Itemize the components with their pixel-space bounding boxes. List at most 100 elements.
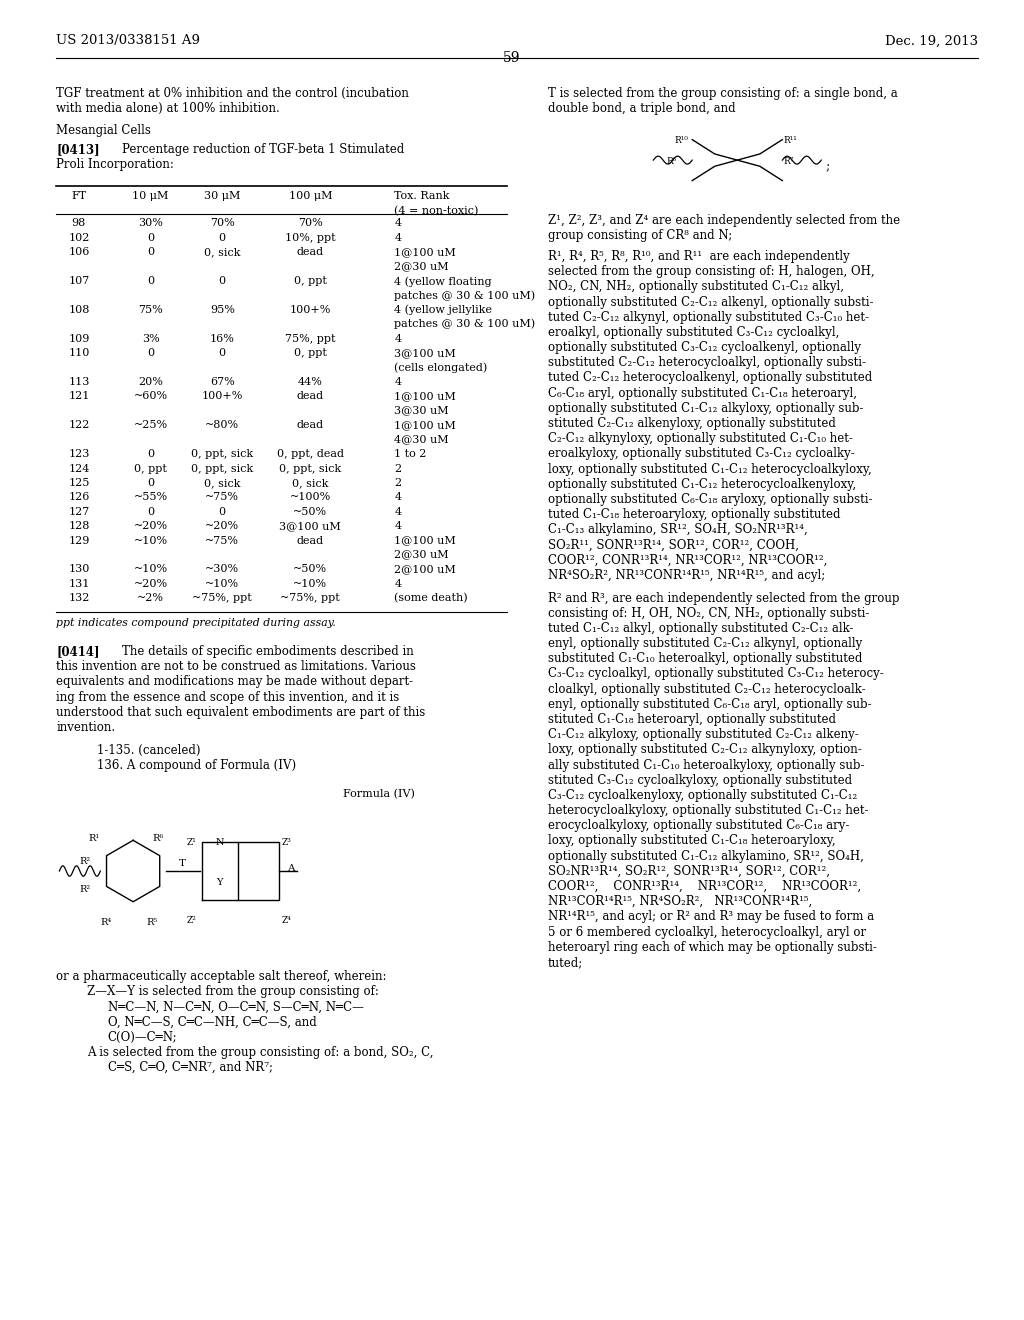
- Text: understood that such equivalent embodiments are part of this: understood that such equivalent embodime…: [56, 706, 426, 719]
- Text: 100 μM: 100 μM: [289, 191, 332, 201]
- Text: 1@100 uM: 1@100 uM: [394, 420, 456, 430]
- Text: (some death): (some death): [394, 593, 468, 603]
- Text: 122: 122: [69, 420, 89, 430]
- Text: 4: 4: [394, 334, 401, 343]
- Text: 1-135. (canceled): 1-135. (canceled): [97, 743, 201, 756]
- Text: stituted C₃-C₁₂ cycloalkyloxy, optionally substituted: stituted C₃-C₁₂ cycloalkyloxy, optionall…: [548, 774, 852, 787]
- Text: 131: 131: [69, 579, 89, 589]
- Text: 128: 128: [69, 521, 89, 531]
- Text: stituted C₁-C₁₈ heteroaryl, optionally substituted: stituted C₁-C₁₈ heteroaryl, optionally s…: [548, 713, 836, 726]
- Text: patches @ 30 & 100 uM): patches @ 30 & 100 uM): [394, 290, 536, 301]
- Text: COOR¹²,    CONR¹³R¹⁴,    NR¹³COR¹²,    NR¹³COOR¹²,: COOR¹², CONR¹³R¹⁴, NR¹³COR¹², NR¹³COOR¹²…: [548, 880, 861, 894]
- Text: optionally substituted C₁-C₁₂ heterocycloalkenyloxy,: optionally substituted C₁-C₁₂ heterocycl…: [548, 478, 856, 491]
- Text: enyl, optionally substituted C₂-C₁₂ alkynyl, optionally: enyl, optionally substituted C₂-C₁₂ alky…: [548, 638, 862, 651]
- Text: ~25%: ~25%: [133, 420, 168, 430]
- Text: 0: 0: [147, 247, 154, 257]
- Text: Tox. Rank: Tox. Rank: [394, 191, 450, 201]
- Text: 0: 0: [147, 276, 154, 286]
- Text: dead: dead: [297, 247, 324, 257]
- Text: 0: 0: [147, 232, 154, 243]
- Text: 106: 106: [69, 247, 89, 257]
- Text: ~75%, ppt: ~75%, ppt: [281, 593, 340, 603]
- Text: 16%: 16%: [210, 334, 234, 343]
- Text: 0, ppt, sick: 0, ppt, sick: [191, 449, 253, 459]
- Text: R¹⁰: R¹⁰: [674, 136, 688, 145]
- Text: 30 μM: 30 μM: [204, 191, 241, 201]
- Text: enyl, optionally substituted C₆-C₁₈ aryl, optionally sub-: enyl, optionally substituted C₆-C₁₈ aryl…: [548, 698, 871, 711]
- Text: C₁-C₁₂ alkyloxy, optionally substituted C₂-C₁₂ alkeny-: C₁-C₁₂ alkyloxy, optionally substituted …: [548, 729, 858, 742]
- Text: 107: 107: [69, 276, 89, 286]
- Text: Z—X—Y is selected from the group consisting of:: Z—X—Y is selected from the group consist…: [87, 985, 379, 998]
- Text: T: T: [179, 859, 186, 869]
- Text: ~80%: ~80%: [205, 420, 240, 430]
- Text: 2@100 uM: 2@100 uM: [394, 565, 456, 574]
- Text: FT: FT: [72, 191, 86, 201]
- Text: 0, ppt, sick: 0, ppt, sick: [191, 463, 253, 474]
- Text: 121: 121: [69, 392, 89, 401]
- Text: 130: 130: [69, 565, 89, 574]
- Text: The details of specific embodiments described in: The details of specific embodiments desc…: [122, 645, 414, 659]
- Text: 30%: 30%: [138, 218, 163, 228]
- Text: 0, sick: 0, sick: [204, 478, 241, 488]
- Text: 0, ppt: 0, ppt: [294, 348, 327, 358]
- Text: (4 = non-toxic): (4 = non-toxic): [394, 206, 478, 216]
- Text: erocycloalkyloxy, optionally substituted C₆-C₁₈ ary-: erocycloalkyloxy, optionally substituted…: [548, 820, 849, 833]
- Text: 2: 2: [394, 478, 401, 488]
- Text: R² and R³, are each independently selected from the group: R² and R³, are each independently select…: [548, 591, 899, 605]
- Text: 75%: 75%: [138, 305, 163, 315]
- Text: 108: 108: [69, 305, 89, 315]
- Text: ~20%: ~20%: [133, 521, 168, 531]
- Text: dead: dead: [297, 536, 324, 545]
- Text: 4: 4: [394, 492, 401, 503]
- Text: stituted C₂-C₁₂ alkenyloxy, optionally substituted: stituted C₂-C₁₂ alkenyloxy, optionally s…: [548, 417, 836, 430]
- Text: ~20%: ~20%: [205, 521, 240, 531]
- Text: Y: Y: [216, 878, 223, 887]
- Text: 2@30 uM: 2@30 uM: [394, 261, 449, 271]
- Text: ~2%: ~2%: [137, 593, 164, 603]
- Text: 0: 0: [147, 507, 154, 517]
- Text: 132: 132: [69, 593, 89, 603]
- Text: R⁷: R⁷: [783, 157, 794, 166]
- Text: optionally substituted C₁-C₁₂ alkyloxy, optionally sub-: optionally substituted C₁-C₁₂ alkyloxy, …: [548, 401, 863, 414]
- Text: A: A: [287, 865, 294, 874]
- Text: R¹: R¹: [88, 834, 99, 842]
- Text: 20%: 20%: [138, 378, 163, 387]
- Text: 1@100 uM: 1@100 uM: [394, 247, 456, 257]
- Text: R⁵: R⁵: [146, 917, 158, 927]
- Text: heteroaryl ring each of which may be optionally substi-: heteroaryl ring each of which may be opt…: [548, 941, 877, 954]
- Text: 98: 98: [72, 218, 86, 228]
- Text: TGF treatment at 0% inhibition and the control (incubation: TGF treatment at 0% inhibition and the c…: [56, 87, 410, 100]
- Text: ~55%: ~55%: [133, 492, 168, 503]
- Text: 100+%: 100+%: [202, 392, 243, 401]
- Text: 10 μM: 10 μM: [132, 191, 169, 201]
- Text: 0, sick: 0, sick: [292, 478, 329, 488]
- Text: T is selected from the group consisting of: a single bond, a: T is selected from the group consisting …: [548, 87, 898, 100]
- Text: 100+%: 100+%: [290, 305, 331, 315]
- Text: 0, ppt, sick: 0, ppt, sick: [280, 463, 341, 474]
- Text: Percentage reduction of TGF-beta 1 Stimulated: Percentage reduction of TGF-beta 1 Stimu…: [122, 144, 404, 156]
- Text: consisting of: H, OH, NO₂, CN, NH₂, optionally substi-: consisting of: H, OH, NO₂, CN, NH₂, opti…: [548, 607, 869, 620]
- Text: ~60%: ~60%: [133, 392, 168, 401]
- Text: O, N═C—S, C═C—NH, C═C—S, and: O, N═C—S, C═C—NH, C═C—S, and: [108, 1015, 316, 1028]
- Text: 4: 4: [394, 507, 401, 517]
- Text: Formula (IV): Formula (IV): [343, 789, 415, 800]
- Text: ~100%: ~100%: [290, 492, 331, 503]
- Text: SO₂NR¹³R¹⁴, SO₂R¹², SONR¹³R¹⁴, SOR¹², COR¹²,: SO₂NR¹³R¹⁴, SO₂R¹², SONR¹³R¹⁴, SOR¹², CO…: [548, 865, 829, 878]
- Text: loxy, optionally substituted C₁-C₁₈ heteroaryloxy,: loxy, optionally substituted C₁-C₁₈ hete…: [548, 834, 836, 847]
- Text: 2: 2: [394, 463, 401, 474]
- Text: 0, ppt: 0, ppt: [294, 276, 327, 286]
- Text: 0: 0: [147, 449, 154, 459]
- Text: [0414]: [0414]: [56, 645, 99, 659]
- Text: C₃-C₁₂ cycloalkenyloxy, optionally substituted C₁-C₁₂: C₃-C₁₂ cycloalkenyloxy, optionally subst…: [548, 789, 857, 803]
- Text: ;: ;: [825, 160, 829, 173]
- Text: 4 (yellow floating: 4 (yellow floating: [394, 276, 492, 286]
- Text: 0: 0: [147, 478, 154, 488]
- Text: tuted C₂-C₁₂ alkynyl, optionally substituted C₃-C₁₀ het-: tuted C₂-C₁₂ alkynyl, optionally substit…: [548, 310, 868, 323]
- Text: 3@100 uM: 3@100 uM: [280, 521, 341, 531]
- Text: 1@100 uM: 1@100 uM: [394, 392, 456, 401]
- Text: 126: 126: [69, 492, 89, 503]
- Text: 3@30 uM: 3@30 uM: [394, 405, 449, 416]
- Text: 4: 4: [394, 579, 401, 589]
- Text: ~30%: ~30%: [205, 565, 240, 574]
- Text: C₆-C₁₈ aryl, optionally substituted C₁-C₁₈ heteroaryl,: C₆-C₁₈ aryl, optionally substituted C₁-C…: [548, 387, 857, 400]
